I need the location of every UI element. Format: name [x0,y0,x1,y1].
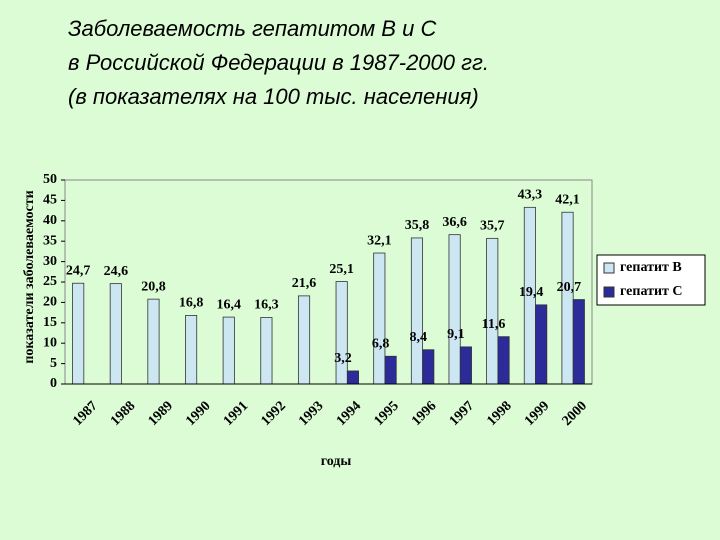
x-axis-title: годы [321,454,352,469]
bar [346,370,360,385]
bar [459,346,472,385]
chart-title: Заболеваемость гепатитом В и С [68,16,436,41]
y-axis-title: показатели заболеваемости [22,190,37,363]
data-label: 36,6 [442,215,467,230]
bar [222,316,235,385]
bar [335,281,348,385]
y-tick-label: 10 [43,335,57,350]
data-label: 3,2 [334,351,352,366]
chart-title: в Российской Федерации в 1987-2000 гг. [68,50,489,75]
data-label: 20,7 [557,280,582,295]
bar [572,299,585,385]
bar [410,237,424,385]
data-label: 24,6 [104,264,129,279]
x-tick-label: 1990 [183,399,213,429]
data-label: 35,7 [480,219,505,234]
y-tick-label: 40 [43,213,57,228]
data-label: 8,4 [410,330,428,345]
data-label: 9,1 [447,327,465,342]
x-tick-label: 2000 [560,399,590,429]
data-label: 25,1 [329,262,354,277]
legend-label: гепатит C [620,284,683,299]
data-label: 16,3 [254,298,279,313]
x-tick-label: 1991 [221,399,251,429]
data-label: 20,8 [141,279,166,294]
y-tick-label: 25 [43,274,57,289]
data-label: 19,4 [519,285,544,300]
data-label: 35,8 [405,218,430,233]
bar [535,304,548,385]
x-tick-label: 1988 [108,399,138,429]
bar [497,336,510,385]
legend-swatch [603,286,615,298]
bar [72,282,85,385]
bar [384,355,397,385]
bar [109,283,122,385]
y-tick-label: 5 [50,356,57,371]
bar [448,234,461,385]
data-label: 16,4 [216,297,241,312]
data-label: 6,8 [372,336,390,351]
y-tick-label: 0 [50,376,57,391]
chart-title: (в показателях на 100 тыс. населения) [68,84,479,109]
bar [422,349,435,385]
x-tick-label: 1998 [484,399,514,429]
x-tick-label: 1987 [70,399,100,429]
y-tick-label: 35 [43,233,57,248]
legend-swatch [603,262,615,274]
bar [373,252,386,385]
bar [561,211,574,385]
data-label: 16,8 [179,296,204,311]
x-tick-label: 1992 [259,399,289,429]
bar [260,317,273,385]
data-label: 42,1 [555,192,580,207]
data-label: 32,1 [367,233,392,248]
data-label: 21,6 [292,276,317,291]
x-tick-label: 1999 [522,399,552,429]
x-tick-label: 1989 [146,399,176,429]
y-tick-label: 50 [43,172,57,187]
y-tick-label: 20 [43,295,57,310]
bar [297,295,311,385]
data-label: 43,3 [518,188,543,203]
legend-label: гепатит B [620,260,682,275]
data-label: 24,7 [66,263,91,278]
data-label: 11,6 [482,317,506,332]
bar [147,298,160,385]
y-tick-label: 30 [43,254,57,269]
x-tick-label: 1993 [296,399,326,429]
bar [486,237,499,385]
bar [185,315,198,385]
x-tick-label: 1995 [371,399,401,429]
x-tick-label: 1994 [334,399,364,429]
y-tick-label: 45 [43,193,57,208]
x-tick-label: 1997 [447,399,477,429]
x-tick-label: 1996 [409,399,439,429]
legend-box [596,254,706,306]
y-tick-label: 15 [43,315,57,330]
